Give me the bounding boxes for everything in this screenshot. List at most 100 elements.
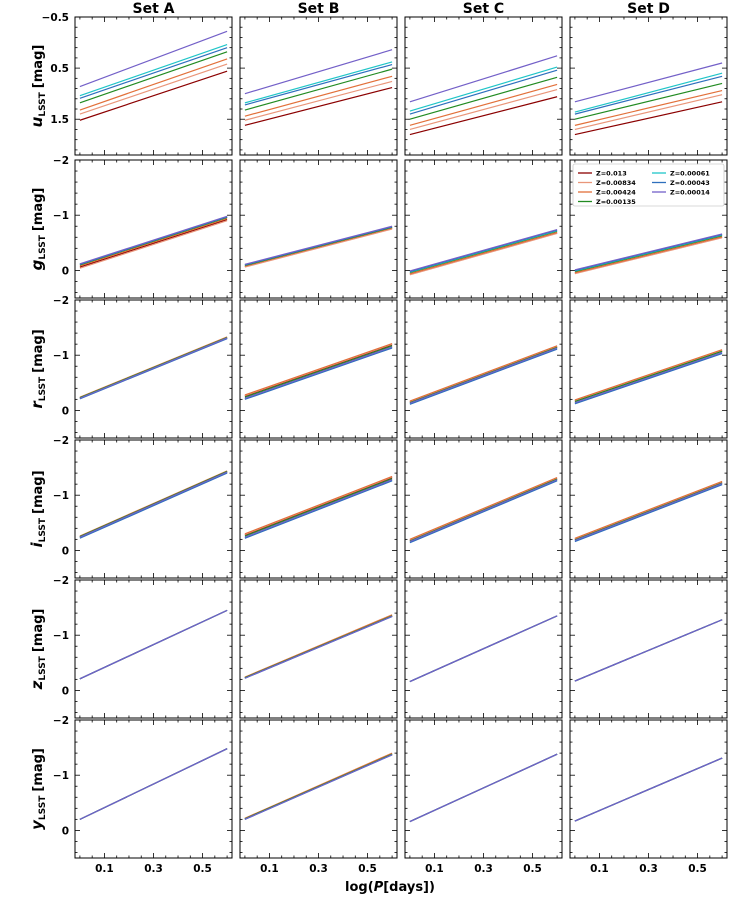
- panel-frame: [404, 719, 563, 859]
- series-line-Z-0-00424: [574, 349, 723, 401]
- panel-frame: [239, 579, 398, 719]
- y-label-unit: [mag]: [31, 470, 46, 514]
- series-line-Z-0-013: [79, 70, 228, 121]
- legend-label: Z=0.00043: [670, 179, 710, 187]
- series-line-Z-0-00043: [574, 352, 723, 405]
- panel-frame: [404, 299, 563, 439]
- series-line-Z-0-013: [79, 219, 228, 268]
- series-line-Z-0-00014: [574, 62, 723, 103]
- panel-frame: [74, 159, 233, 299]
- panel-y-set-b: 0.1 0.3 0.5: [239, 719, 398, 875]
- column-title-set-c: Set C: [463, 1, 504, 17]
- series-line-Z-0-00424: [409, 476, 558, 540]
- series-line-Z-0-00834: [244, 80, 393, 121]
- panel-u-set-b: [239, 16, 398, 156]
- y-tick-label: −1: [53, 210, 69, 222]
- y-tick-label: −2: [53, 295, 69, 307]
- y-tick-label: 0: [62, 685, 69, 697]
- series-line-Z-0-00043: [79, 472, 228, 539]
- panel-r-set-b: [239, 299, 398, 439]
- x-tick-label: 0.5: [688, 863, 707, 875]
- series-line-Z-0-00834: [409, 232, 558, 276]
- panel-frame: [74, 579, 233, 719]
- series-line-Z-0-00424: [244, 475, 393, 535]
- x-axis-label: log(P[days]): [345, 880, 435, 895]
- y-tick-label: −0.5: [42, 12, 69, 24]
- x-tick-label: 0.5: [523, 863, 542, 875]
- y-tick-label: −1: [53, 350, 69, 362]
- series-line-Z-0-00043: [409, 348, 558, 405]
- panel-g-set-c: [404, 159, 563, 299]
- series-line-Z-0-00014: [244, 479, 393, 538]
- y-label-subscript: LSST: [38, 795, 48, 820]
- series-line-Z-0-00834: [574, 94, 723, 131]
- y-tick-label: −2: [53, 155, 69, 167]
- y-tick-label: −2: [53, 715, 69, 727]
- series-line-Z-0-00043: [244, 63, 393, 106]
- series-line-Z-0-00014: [79, 337, 228, 399]
- column-title-set-b: Set B: [298, 1, 340, 17]
- y-label-unit: [mag]: [31, 329, 46, 373]
- series-line-Z-0-00014: [79, 30, 228, 88]
- y-axis-label-i: iLSST [mag]: [28, 470, 48, 547]
- y-tick-label: 1.5: [50, 114, 69, 126]
- y-label-band: i: [28, 542, 46, 548]
- y-axis-label-g: gLSST [mag]: [28, 188, 48, 271]
- legend-label: Z=0.00061: [670, 169, 710, 177]
- panel-z-set-c: [404, 579, 563, 719]
- y-axis-label-z: zLSST [mag]: [28, 609, 48, 691]
- x-label-part: log(: [345, 880, 374, 895]
- y-label-band: z: [28, 680, 46, 690]
- x-tick-label: 0.1: [95, 863, 114, 875]
- x-tick-label: 0.3: [639, 863, 658, 875]
- y-tick-label: −1: [53, 630, 69, 642]
- panel-frame: [569, 299, 728, 439]
- y-tick-label: 0: [62, 825, 69, 837]
- series-line-Z-0-00014: [409, 753, 558, 823]
- series-line-Z-0-00043: [574, 75, 723, 115]
- x-tick-label: 0.3: [144, 863, 163, 875]
- y-label-band: r: [28, 400, 46, 409]
- series-line-Z-0-00834: [244, 228, 393, 268]
- legend-label: Z=0.00135: [596, 198, 636, 206]
- panel-y-set-d: 0.1 0.3 0.5: [569, 719, 728, 875]
- y-label-unit: [mag]: [31, 748, 46, 792]
- panel-frame: [404, 159, 563, 299]
- panel-frame: [239, 159, 398, 299]
- series-line-Z-0-00061: [244, 61, 393, 104]
- series-line-Z-0-00014: [244, 225, 393, 265]
- y-tick-label: 0: [62, 545, 69, 557]
- x-tick-label: 0.5: [193, 863, 212, 875]
- y-label-unit: [mag]: [31, 45, 46, 89]
- panel-frame: [569, 16, 728, 156]
- series-line-Z-0-00061: [409, 66, 558, 112]
- series-line-Z-0-013: [409, 96, 558, 136]
- series-line-Z-0-00424: [79, 217, 228, 267]
- series-line-Z-0-00014: [79, 215, 228, 265]
- series-line-Z-0-00014: [574, 351, 723, 404]
- column-title-set-d: Set D: [627, 1, 670, 17]
- series-line-Z-0-00424: [574, 90, 723, 126]
- series-line-Z-0-013: [574, 101, 723, 136]
- y-tick-label: −2: [53, 435, 69, 447]
- y-tick-label: 0: [62, 405, 69, 417]
- series-line-Z-0-00135: [574, 350, 723, 403]
- x-label-var: P: [374, 880, 384, 895]
- x-tick-label: 0.1: [260, 863, 279, 875]
- y-label-unit: [mag]: [31, 188, 46, 232]
- series-line-Z-0-00061: [79, 44, 228, 97]
- series-line-Z-0-00014: [244, 49, 393, 95]
- panel-frame: [74, 439, 233, 579]
- y-axis-label-r: rLSST [mag]: [28, 329, 48, 408]
- panel-i-set-c: [404, 439, 563, 579]
- y-axis-label-u: uLSST [mag]: [28, 45, 48, 128]
- panel-u-set-c: [404, 16, 563, 156]
- legend-label: Z=0.00834: [596, 179, 636, 187]
- panel-u-set-a: −0.5 0.5 1.5: [42, 12, 233, 156]
- column-title-set-a: Set A: [133, 1, 175, 17]
- panel-frame: [74, 719, 233, 859]
- series-line-Z-0-00014: [409, 479, 558, 543]
- series-line-Z-0-00014: [244, 754, 393, 820]
